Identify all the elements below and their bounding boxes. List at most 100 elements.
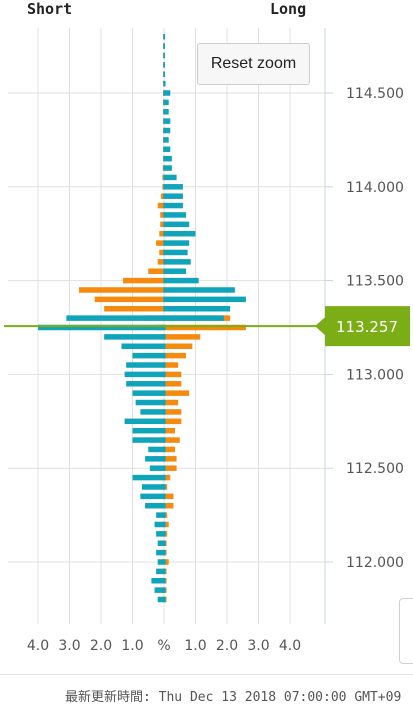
bar-long-right[interactable] bbox=[164, 184, 183, 190]
bar-short-right[interactable] bbox=[164, 502, 174, 509]
bar-short-left[interactable] bbox=[157, 202, 164, 209]
bar-short-left[interactable] bbox=[156, 240, 164, 246]
reset-zoom-button[interactable]: Reset zoom bbox=[197, 43, 310, 85]
bar-long-left[interactable] bbox=[163, 80, 165, 87]
bar-long-right[interactable] bbox=[164, 596, 166, 603]
bar-short-right[interactable] bbox=[164, 559, 169, 565]
bar-long-right[interactable] bbox=[164, 334, 166, 340]
bar-short-right[interactable] bbox=[164, 381, 182, 387]
bar-long-right[interactable] bbox=[164, 409, 166, 415]
bar-long-right[interactable] bbox=[164, 324, 166, 331]
bar-long-right[interactable] bbox=[164, 155, 172, 162]
bar-long-left[interactable] bbox=[124, 371, 164, 378]
bar-long-right[interactable] bbox=[164, 118, 171, 124]
bar-short-left[interactable] bbox=[159, 249, 164, 256]
bar-long-left[interactable] bbox=[145, 502, 164, 509]
bar-short-left[interactable] bbox=[162, 174, 164, 181]
bar-short-left[interactable] bbox=[160, 212, 164, 218]
bar-long-left[interactable] bbox=[163, 268, 165, 274]
bar-long-right[interactable] bbox=[164, 559, 166, 565]
bar-long-left[interactable] bbox=[163, 240, 165, 246]
bar-long-left[interactable] bbox=[163, 202, 165, 209]
bar-short-right[interactable] bbox=[164, 446, 176, 453]
bar-long-left[interactable] bbox=[156, 549, 164, 556]
bar-long-right[interactable] bbox=[164, 62, 165, 68]
bar-long-left[interactable] bbox=[163, 43, 165, 49]
bar-long-right[interactable] bbox=[164, 80, 166, 87]
bar-long-right[interactable] bbox=[164, 474, 166, 481]
bar-long-right[interactable] bbox=[164, 568, 166, 575]
bar-long-left[interactable] bbox=[163, 249, 165, 256]
bar-long-left[interactable] bbox=[163, 259, 165, 265]
bar-long-right[interactable] bbox=[164, 352, 166, 359]
bar-short-right[interactable] bbox=[164, 390, 190, 396]
bar-short-left[interactable] bbox=[148, 268, 164, 274]
bar-long-left[interactable] bbox=[157, 540, 164, 546]
bar-long-left[interactable] bbox=[163, 90, 165, 96]
bar-long-left[interactable] bbox=[163, 118, 165, 124]
bar-short-left[interactable] bbox=[162, 184, 164, 190]
bar-long-left[interactable] bbox=[149, 465, 164, 471]
bar-short-right[interactable] bbox=[164, 456, 177, 462]
bar-long-left[interactable] bbox=[156, 531, 164, 537]
bar-long-left[interactable] bbox=[163, 221, 165, 228]
bar-short-right[interactable] bbox=[164, 399, 179, 406]
bar-long-left[interactable] bbox=[163, 193, 165, 199]
bar-short-left[interactable] bbox=[159, 230, 164, 237]
bar-short-right[interactable] bbox=[164, 352, 187, 359]
bar-short-right[interactable] bbox=[164, 521, 169, 528]
bar-long-right[interactable] bbox=[164, 305, 231, 312]
bar-long-right[interactable] bbox=[164, 587, 166, 593]
bar-long-right[interactable] bbox=[164, 578, 166, 584]
bar-long-left[interactable] bbox=[163, 99, 165, 106]
bar-long-left[interactable] bbox=[66, 315, 164, 321]
bar-long-right[interactable] bbox=[164, 99, 169, 106]
bar-long-right[interactable] bbox=[164, 427, 166, 434]
bar-long-right[interactable] bbox=[164, 268, 187, 274]
bar-short-right[interactable] bbox=[164, 465, 177, 471]
bar-long-left[interactable] bbox=[163, 230, 165, 237]
bar-long-left[interactable] bbox=[163, 174, 165, 181]
bar-long-right[interactable] bbox=[164, 259, 191, 265]
bar-long-left[interactable] bbox=[157, 559, 164, 565]
bar-long-left[interactable] bbox=[163, 277, 165, 284]
bar-short-right[interactable] bbox=[164, 324, 246, 331]
bar-short-right[interactable] bbox=[164, 427, 176, 434]
bar-short-left[interactable] bbox=[94, 296, 164, 303]
bar-long-left[interactable] bbox=[163, 296, 165, 303]
bar-long-left[interactable] bbox=[132, 352, 165, 359]
bar-long-right[interactable] bbox=[164, 437, 166, 443]
bar-long-right[interactable] bbox=[164, 137, 169, 143]
bar-long-left[interactable] bbox=[163, 155, 165, 162]
bar-long-left[interactable] bbox=[156, 512, 164, 518]
bar-long-right[interactable] bbox=[164, 43, 165, 49]
bar-long-right[interactable] bbox=[164, 174, 177, 181]
bar-long-right[interactable] bbox=[164, 399, 166, 406]
bar-long-left[interactable] bbox=[163, 184, 165, 190]
bar-long-left[interactable] bbox=[163, 109, 165, 115]
bar-short-right[interactable] bbox=[164, 437, 180, 443]
bar-long-left[interactable] bbox=[135, 399, 164, 406]
bar-long-right[interactable] bbox=[164, 296, 246, 303]
bar-long-right[interactable] bbox=[164, 109, 169, 115]
bar-short-right[interactable] bbox=[164, 418, 182, 425]
bar-long-right[interactable] bbox=[164, 493, 166, 500]
bar-long-left[interactable] bbox=[163, 62, 165, 68]
bar-long-left[interactable] bbox=[163, 287, 165, 293]
bar-short-left[interactable] bbox=[78, 287, 164, 293]
bar-short-left[interactable] bbox=[160, 221, 164, 228]
bar-long-right[interactable] bbox=[164, 33, 165, 40]
bar-long-left[interactable] bbox=[132, 437, 165, 443]
bar-long-left[interactable] bbox=[124, 418, 164, 425]
bar-long-left[interactable] bbox=[126, 362, 164, 368]
bar-long-left[interactable] bbox=[163, 305, 165, 312]
bar-long-right[interactable] bbox=[164, 540, 166, 546]
bar-short-right[interactable] bbox=[164, 334, 201, 340]
bar-long-right[interactable] bbox=[164, 221, 190, 228]
bar-long-left[interactable] bbox=[126, 381, 164, 387]
bar-long-left[interactable] bbox=[156, 568, 164, 575]
bar-long-right[interactable] bbox=[164, 52, 165, 59]
bar-long-right[interactable] bbox=[164, 193, 183, 199]
bar-long-right[interactable] bbox=[164, 418, 166, 425]
